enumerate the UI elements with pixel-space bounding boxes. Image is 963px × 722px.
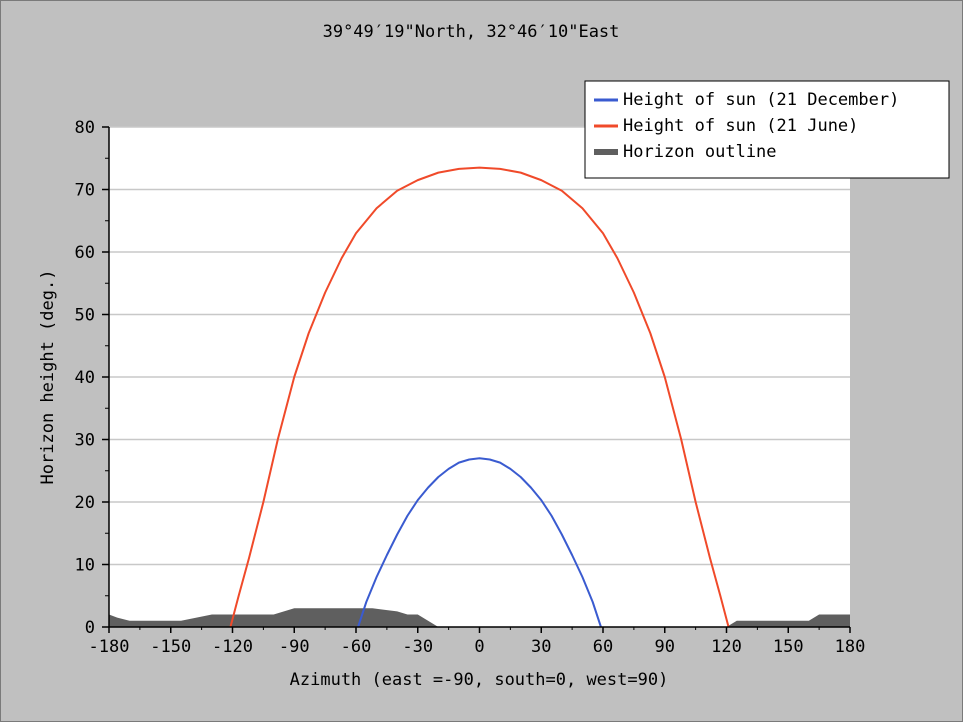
grid-lines [109,126,850,566]
y-tick-label: 60 [75,243,95,263]
x-tick-label: -30 [402,637,433,657]
x-tick-label: -60 [341,637,372,657]
y-tick-label: 80 [75,118,95,138]
x-axis-ticks: -180 -150 -120 -90 -60 -30 0 30 60 90 120 150 180 [89,627,866,657]
chart-title: 39°49′19"North, 32°46′10"East [323,22,620,42]
x-tick-label: 150 [773,637,804,657]
x-tick-label: 120 [711,637,742,657]
y-tick-label: 50 [75,306,95,326]
x-axis-label: Azimuth (east =-90, south=0, west=90) [290,670,669,690]
x-tick-label: -120 [212,637,253,657]
legend-entry-label: Height of sun (21 June) [623,116,858,136]
y-tick-label: 70 [75,181,95,201]
x-tick-label: -150 [150,637,191,657]
legend: Height of sun (21 December) Height of sun… [584,80,950,179]
x-tick-label: 180 [835,637,866,657]
horizon-outline-area [109,608,850,627]
x-tick-label: 0 [474,637,484,657]
x-tick-label: 30 [531,637,551,657]
y-tick-label: 30 [75,431,95,451]
y-axis-label: Horizon height (deg.) [38,270,58,485]
series-line-june [229,166,730,628]
legend-entry-label: Horizon outline [623,142,777,162]
x-tick-label: -180 [89,637,130,657]
legend-entry-label: Height of sun (21 December) [623,90,899,110]
y-tick-label: 0 [85,618,95,638]
legend-box [584,80,950,179]
x-tick-label: 90 [655,637,675,657]
y-tick-label: 40 [75,368,95,388]
y-tick-label: 20 [75,493,95,513]
series-layer [229,166,730,628]
x-tick-label: -90 [279,637,310,657]
horizon-layer [109,608,850,627]
x-tick-label: 60 [593,637,613,657]
y-axis-ticks: 0 10 20 30 40 50 60 70 80 [75,118,109,638]
y-tick-label: 10 [75,556,95,576]
series-line-december [357,457,602,628]
legend-swatch [594,149,618,155]
